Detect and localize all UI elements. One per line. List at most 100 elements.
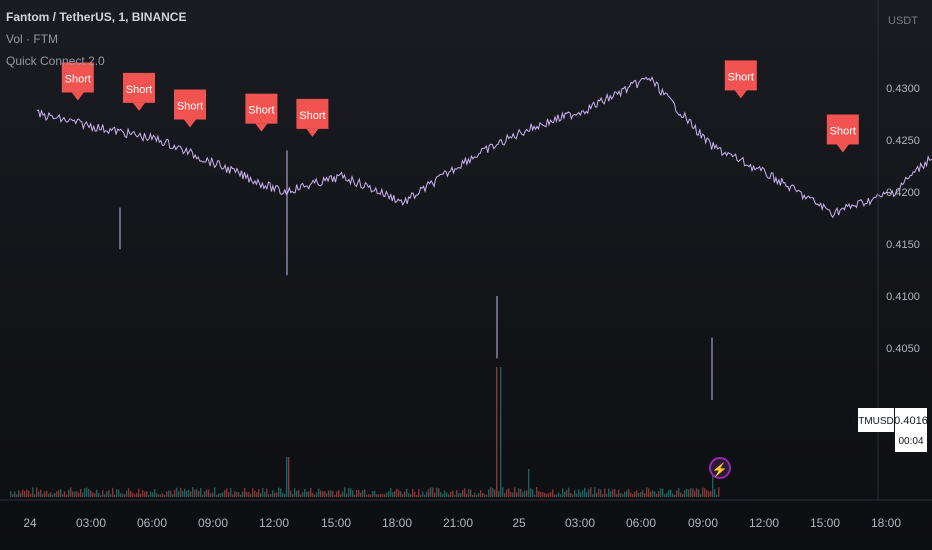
volume-bar (144, 491, 146, 497)
volume-bar (34, 494, 36, 497)
volume-bar (150, 491, 152, 497)
volume-bar (462, 489, 464, 497)
volume-bar (24, 491, 26, 497)
short-signal-marker[interactable]: Short (174, 89, 206, 128)
volume-bar (424, 494, 426, 497)
volume-bar (688, 489, 690, 497)
volume-bar (288, 457, 290, 497)
volume-bar (524, 490, 526, 497)
volume-bar (684, 489, 686, 497)
volume-bar (414, 491, 416, 497)
volume-bar (22, 489, 24, 497)
volume-bar (110, 493, 112, 497)
volume-bar (260, 493, 262, 497)
short-signal-marker[interactable]: Short (61, 62, 94, 101)
volume-bar (346, 493, 348, 497)
volume-bar (704, 488, 706, 497)
symbol-title[interactable]: Fantom / TetherUS, 1, BINANCE (6, 10, 187, 24)
volume-bar (36, 487, 38, 497)
short-signal-marker[interactable]: Short (123, 72, 155, 111)
volume-bar (578, 489, 580, 497)
volume-bar (72, 491, 74, 497)
volume-bar (64, 491, 66, 497)
volume-bar (222, 492, 224, 497)
volume-bar (286, 457, 288, 497)
volume-bar (32, 487, 34, 497)
volume-bar (190, 491, 192, 497)
volume-bar (360, 492, 362, 497)
volume-bar (140, 493, 142, 497)
volume-bar (356, 490, 358, 497)
volume-bar (86, 487, 88, 497)
short-signal-box (296, 98, 329, 129)
volume-bar (26, 489, 28, 497)
last-price-label[interactable]: FTMUSDT 0.4016 00:04 (852, 408, 928, 452)
volume-bar (152, 492, 154, 497)
volume-bar (330, 490, 332, 497)
volume-bar (436, 487, 438, 497)
volume-bar (302, 491, 304, 497)
volume-bar (396, 488, 398, 497)
volume-bar (690, 488, 692, 497)
volume-bar (248, 491, 250, 497)
short-signal-pointer (734, 90, 747, 99)
short-signal-marker[interactable]: Short (245, 93, 278, 132)
volume-bar (658, 490, 660, 497)
volume-bar (126, 490, 128, 497)
short-signal-box (724, 60, 757, 91)
volume-bar (574, 489, 576, 497)
time-tick-label: 06:00 (626, 516, 656, 530)
volume-bar (276, 492, 278, 497)
short-signal-marker[interactable]: Short (724, 60, 757, 99)
volume-bar (646, 487, 648, 497)
volume-bar (324, 491, 326, 497)
volume-bar (616, 493, 618, 497)
volume-indicator-label[interactable]: Vol · FTM (6, 32, 59, 46)
short-signal-marker[interactable]: Short (826, 114, 859, 153)
volume-bar (520, 488, 522, 497)
volume-bar (528, 469, 530, 497)
volume-bar (40, 489, 42, 497)
volume-bar (706, 490, 708, 497)
volume-bar (454, 494, 456, 497)
volume-bar (672, 493, 674, 497)
volume-bar (106, 491, 108, 497)
lightning-bolt-icon[interactable]: ⚡ (709, 457, 731, 479)
volume-bar (628, 488, 630, 497)
volume-bar (158, 494, 160, 497)
volume-bar (422, 491, 424, 497)
price-axis-ticks[interactable]: 0.4300 0.4250 0.4200 0.4150 0.4100 0.4050 (886, 83, 920, 355)
volume-bar (494, 489, 496, 497)
short-signal-marker[interactable]: Short (296, 98, 329, 137)
volume-bar (652, 490, 654, 497)
volume-bar (558, 492, 560, 497)
volume-bar (234, 491, 236, 497)
volume-bar (364, 489, 366, 497)
volume-bar (160, 494, 162, 497)
volume-bar (278, 487, 280, 497)
time-axis-ticks[interactable]: 24 03:00 06:00 09:00 12:00 15:00 18:00 21:00 25 0… (23, 516, 901, 530)
strategy-indicator-label[interactable]: Quick Connect 2.0 (6, 54, 105, 68)
volume-bar (458, 493, 460, 497)
volume-bar (156, 492, 158, 497)
volume-bar (484, 494, 486, 497)
volume-bar (514, 487, 516, 497)
volume-bar (18, 490, 20, 497)
volume-bar (562, 488, 564, 497)
volume-bar (606, 494, 608, 497)
volume-bar (114, 494, 116, 497)
volume-bar (612, 489, 614, 497)
volume-bar (134, 494, 136, 497)
volume-bar (334, 494, 336, 497)
volume-bar (594, 487, 596, 497)
price-line (36, 76, 932, 219)
volume-bar (284, 493, 286, 497)
volume-bar (682, 493, 684, 497)
volume-bar (48, 493, 50, 497)
volume-bar (488, 489, 490, 497)
volume-bar (58, 490, 60, 497)
volume-bar (50, 492, 52, 497)
volume-bar (394, 491, 396, 497)
volume-bar (290, 490, 292, 497)
